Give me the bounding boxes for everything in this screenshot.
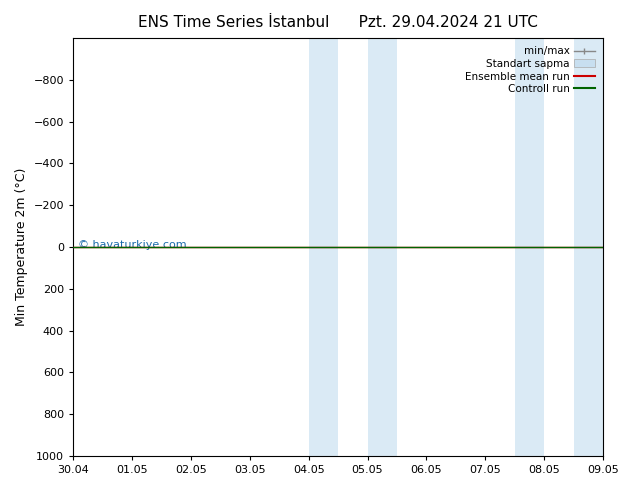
- Bar: [368, 38, 397, 456]
- Bar: [309, 38, 338, 456]
- Bar: [515, 38, 544, 456]
- Y-axis label: Min Temperature 2m (°C): Min Temperature 2m (°C): [15, 168, 28, 326]
- Legend: min/max, Standart sapma, Ensemble mean run, Controll run: min/max, Standart sapma, Ensemble mean r…: [462, 43, 598, 98]
- Title: ENS Time Series İstanbul      Pzt. 29.04.2024 21 UTC: ENS Time Series İstanbul Pzt. 29.04.2024…: [138, 15, 538, 30]
- Text: © havaturkiye.com: © havaturkiye.com: [79, 240, 187, 250]
- Bar: [574, 38, 603, 456]
